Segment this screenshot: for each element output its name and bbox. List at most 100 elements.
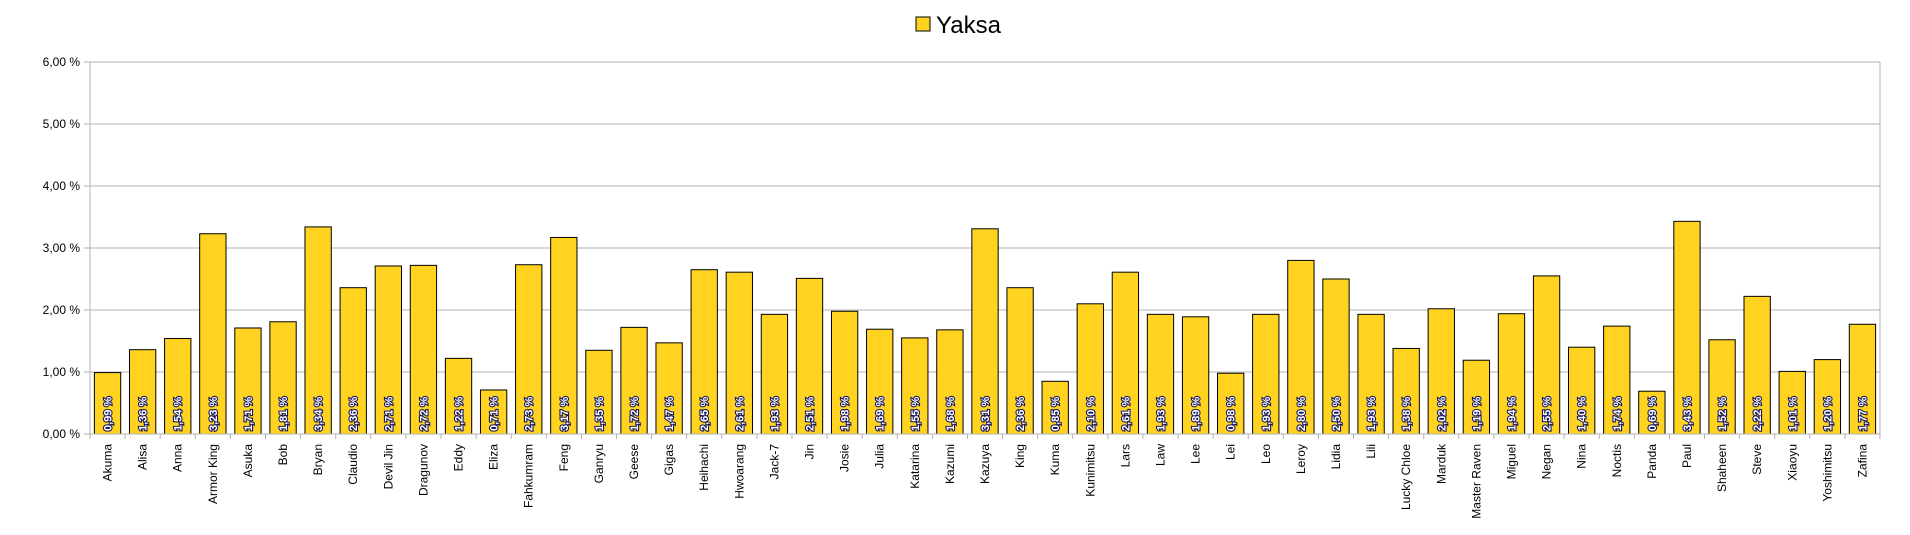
bar xyxy=(1532,275,1561,435)
y-tick-label: 1,00 % xyxy=(43,365,81,379)
x-tick-label: Lili xyxy=(1364,444,1378,459)
x-tick-label: Miguel xyxy=(1504,444,1518,479)
x-tick-label: Anna xyxy=(171,444,185,472)
x-tick-label: Ganryu xyxy=(592,444,606,483)
axes: 0,00 % 1,00 % 2,00 % 3,00 % 4,00 % 5,00 % 6,00… xyxy=(43,55,1881,519)
bar xyxy=(1252,313,1280,435)
data-label: 1,74 % xyxy=(1612,397,1624,431)
bar xyxy=(655,342,683,435)
x-tick-label: Shaheen xyxy=(1715,444,1729,492)
bar xyxy=(1848,323,1877,435)
x-tick-label: Kunimitsu xyxy=(1083,444,1097,497)
bar xyxy=(866,328,894,435)
x-tick-label: Gigas xyxy=(662,444,676,475)
x-tick-label: Kuma xyxy=(1048,444,1062,476)
data-label: 2,71 % xyxy=(383,397,395,431)
data-label: 1,69 % xyxy=(875,397,887,431)
data-label: 3,31 % xyxy=(980,397,992,431)
x-tick-label: Negan xyxy=(1540,444,1554,479)
data-label: 1,54 % xyxy=(173,397,185,431)
bar xyxy=(164,338,192,435)
bar xyxy=(1181,316,1210,435)
data-label: 0,85 % xyxy=(1050,397,1062,431)
data-label: 1,36 % xyxy=(138,397,150,431)
x-tick-label: Josie xyxy=(838,444,852,472)
data-label: 1,55 % xyxy=(910,397,922,431)
data-label: 1,72 % xyxy=(629,397,641,431)
data-label: 1,68 % xyxy=(945,397,957,431)
bar xyxy=(1111,271,1140,435)
x-tick-label: Xiaoyu xyxy=(1785,444,1799,481)
data-label: 2,10 % xyxy=(1085,397,1097,431)
bar xyxy=(234,327,262,435)
x-tick-label: Marduk xyxy=(1434,443,1448,484)
bar xyxy=(620,326,648,435)
y-tick-label: 5,00 % xyxy=(43,117,81,131)
x-tick-label: Lee xyxy=(1189,444,1203,464)
x-tick-label: Leo xyxy=(1259,444,1273,464)
bar xyxy=(795,277,824,435)
bar xyxy=(690,269,718,435)
data-label: 1,93 % xyxy=(769,397,781,431)
bar xyxy=(1568,346,1596,435)
x-tick-label: Devil Jin xyxy=(381,444,395,489)
x-tick-label: Katarina xyxy=(908,444,922,489)
data-label: 1,35 % xyxy=(594,397,606,431)
x-tick-label: Lars xyxy=(1118,444,1132,467)
x-tick-label: Nina xyxy=(1575,444,1589,469)
bar xyxy=(269,321,297,435)
x-tick-label: Paul xyxy=(1680,444,1694,468)
data-label: 2,51 % xyxy=(805,397,817,431)
data-label: 1,71 % xyxy=(243,397,255,431)
data-label: 0,98 % xyxy=(1226,397,1238,431)
x-tick-label: Lidia xyxy=(1329,444,1343,470)
bar xyxy=(1497,313,1526,435)
x-tick-label: Akuma xyxy=(101,444,115,482)
data-label: 1,93 % xyxy=(1366,397,1378,431)
y-tick-label: 0,00 % xyxy=(43,427,81,441)
bar xyxy=(1217,372,1245,435)
y-tick-label: 2,00 % xyxy=(43,303,81,317)
data-label: 0,71 % xyxy=(489,397,501,431)
y-tick-label: 4,00 % xyxy=(43,179,81,193)
bar xyxy=(1708,339,1736,435)
bar xyxy=(1392,347,1420,435)
x-tick-label: Geese xyxy=(627,444,641,480)
x-tick-label: Leroy xyxy=(1294,444,1308,474)
x-tick-label: Bob xyxy=(276,444,290,466)
bar xyxy=(725,271,753,435)
data-label: 2,73 % xyxy=(524,397,536,431)
data-label: 1,77 % xyxy=(1857,397,1869,431)
bar xyxy=(585,349,613,435)
x-tick-label: Bryan xyxy=(311,444,325,475)
bar xyxy=(199,233,227,435)
data-label: 1,52 % xyxy=(1717,397,1729,431)
x-tick-label: Julia xyxy=(873,444,887,469)
x-tick-label: Claudio xyxy=(346,444,360,485)
bar xyxy=(1638,390,1666,435)
data-label: 1,89 % xyxy=(1191,397,1203,431)
data-label: 1,98 % xyxy=(840,397,852,431)
bar xyxy=(1778,370,1806,435)
x-tick-label: Jin xyxy=(803,444,817,459)
x-tick-label: Master Raven xyxy=(1469,444,1483,519)
bar xyxy=(1041,380,1069,435)
data-label: 2,36 % xyxy=(348,397,360,431)
x-tick-label: Eddy xyxy=(452,444,466,471)
bar xyxy=(1357,313,1385,435)
bar xyxy=(515,264,543,435)
bars: 0,99 % 1,36 % 1,54 % 3,23 % 1,71 % 1,81 % 3,34… xyxy=(93,220,1877,435)
x-tick-label: Eliza xyxy=(487,444,501,470)
data-label: 1,01 % xyxy=(1787,397,1799,431)
data-label: 1,20 % xyxy=(1822,397,1834,431)
bar xyxy=(1322,278,1350,435)
x-tick-label: Heihachi xyxy=(697,444,711,491)
data-label: 1,93 % xyxy=(1261,397,1273,431)
bar xyxy=(479,389,508,435)
x-tick-label: Asuka xyxy=(241,444,255,478)
data-label: 1,40 % xyxy=(1577,397,1589,431)
data-label: 1,47 % xyxy=(664,397,676,431)
bar xyxy=(1006,287,1034,435)
x-tick-label: Noctis xyxy=(1610,444,1624,477)
x-tick-label: Armor King xyxy=(206,444,220,504)
